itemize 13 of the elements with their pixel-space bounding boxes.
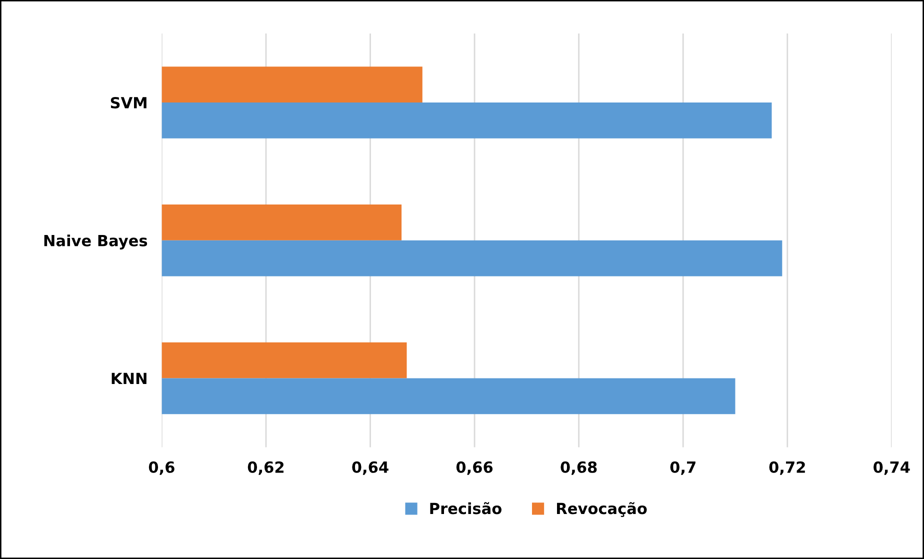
y-tick-label: Naive Bayes (44, 234, 148, 250)
x-tick-label: 0,7 (670, 461, 696, 475)
x-tick-label: 0,68 (560, 461, 597, 475)
y-tick-label: KNN (112, 372, 146, 384)
x-tick-label: 0,64 (352, 461, 388, 475)
x-tick-label: 0,74 (874, 461, 910, 475)
x-tick-label: 0,66 (456, 461, 493, 475)
legend-label: Precisão (430, 502, 502, 514)
x-tick-label: 0,6 (148, 461, 174, 475)
x-tick-label: 0,62 (248, 461, 284, 475)
y-tick-label: SVM (110, 96, 146, 109)
x-tick-label: 0,72 (769, 461, 805, 475)
legend-label: Revocação (557, 502, 647, 518)
